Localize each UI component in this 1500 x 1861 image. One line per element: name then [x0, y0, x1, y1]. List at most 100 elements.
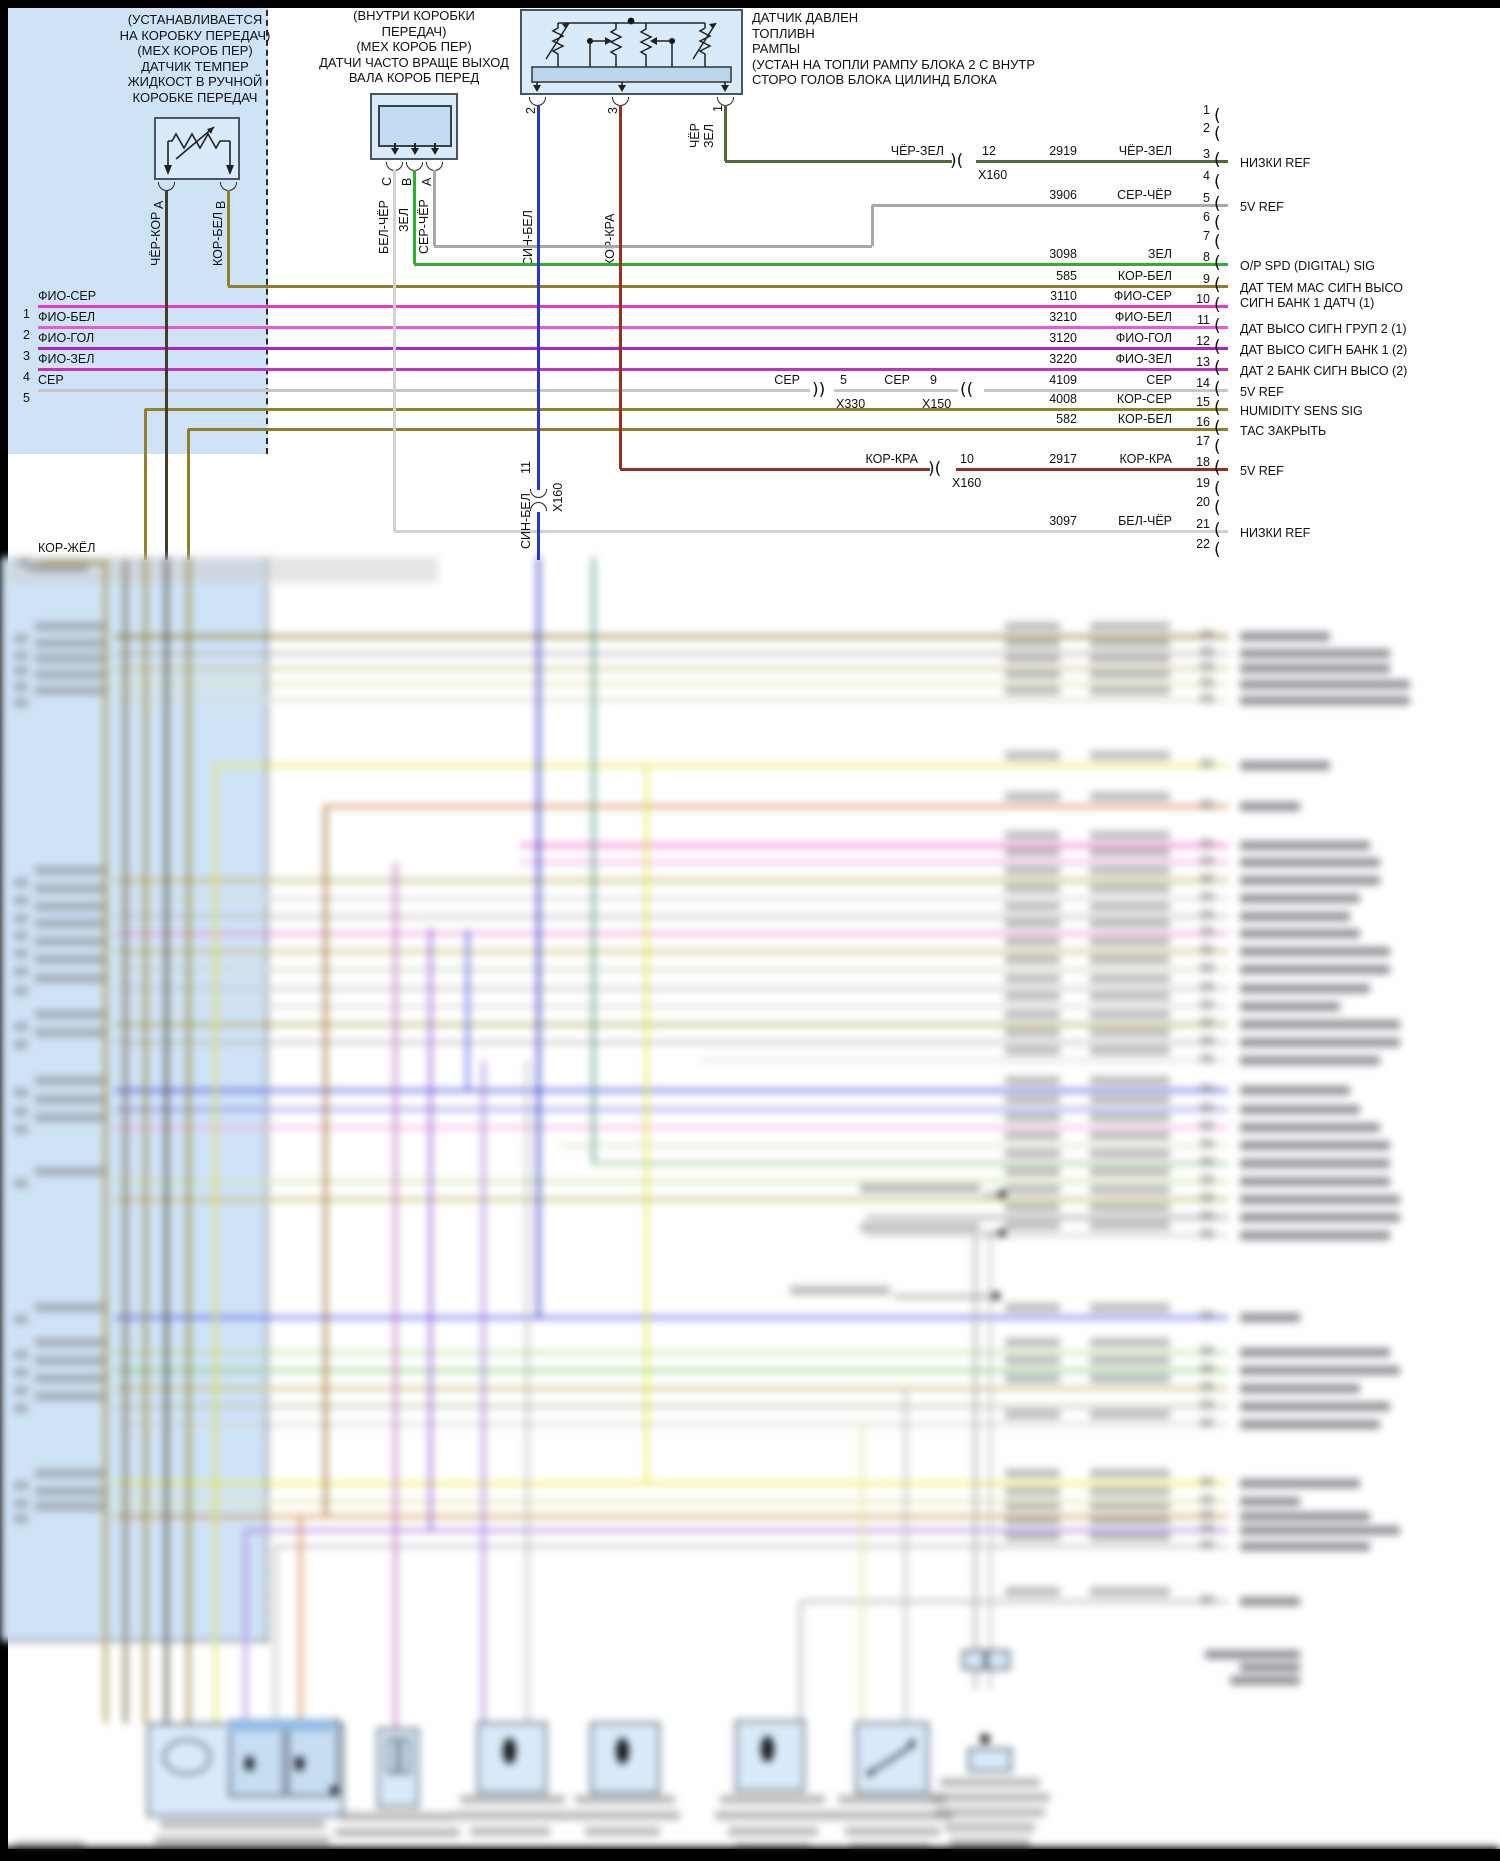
blurred-pin-number: [1200, 892, 1214, 901]
wire-segment: [115, 950, 1228, 953]
pcm-pin-number: 2: [1203, 121, 1210, 135]
blurred-pin-number: [1200, 1018, 1214, 1027]
blurred-circuit-number: [1005, 654, 1060, 663]
blurred-pin-number: [14, 1022, 28, 1031]
blurred-wire-color: [1090, 1532, 1170, 1541]
blurred-pin-number: [1200, 1121, 1214, 1130]
blurred-pin-number: [14, 896, 28, 905]
blurred-pin-number: [14, 698, 28, 707]
blurred-pin-label: [1240, 1141, 1390, 1150]
blurred-pin-label: [1240, 1384, 1360, 1393]
wire-segment: [414, 263, 1228, 266]
wire-color-label: КОР-КРА: [1119, 452, 1172, 466]
pcm-pin-number: 20: [1196, 495, 1210, 509]
circuit-number: 582: [1056, 412, 1077, 426]
wire-segment: [38, 561, 105, 564]
blurred-pin-number: [14, 1404, 28, 1413]
switch-lever-icon: [868, 1744, 914, 1775]
circuit-number: 3110: [1050, 289, 1077, 303]
wire-segment: [984, 389, 1228, 392]
blurred-pin-number: [14, 949, 28, 958]
pin-socket-icon: (: [1214, 498, 1221, 518]
pcm-pin-number: 5: [1203, 191, 1210, 205]
blurred-wire-color: [1090, 937, 1170, 946]
connector-pin-number: 9: [930, 373, 937, 387]
component-label-line: (ВНУТРИ КОРОБКИ: [353, 8, 475, 23]
wire-color-label: КОР-БЕЛ: [1117, 412, 1172, 426]
circuit-number: 585: [1056, 269, 1077, 283]
wire-segment: [645, 765, 648, 1483]
wire-segment: [537, 105, 540, 490]
blurred-pin-number: [1200, 963, 1214, 972]
wire-segment: [115, 1482, 1228, 1485]
wire-segment: [275, 1545, 1228, 1548]
input-pin-number: 2: [23, 328, 30, 342]
blurred-wire-color: [1090, 902, 1170, 911]
blurred-circuit-number: [1005, 1010, 1060, 1019]
pcm-pin-number: 6: [1203, 210, 1210, 224]
blurred-pin-number: [14, 651, 28, 660]
wire-color-label: СЕР-ЧЁР: [417, 199, 431, 254]
blurred-wire-color: [1090, 1487, 1170, 1496]
blurred-wire-label: [35, 1502, 107, 1511]
blurred-pin-number: [1200, 1382, 1214, 1391]
wire-segment: [526, 1060, 529, 1722]
input-pin-number: 3: [23, 349, 30, 363]
component-label-line: ЖИДКОСТ В РУЧНОЙ: [127, 74, 263, 89]
pin-socket-icon: (: [1214, 540, 1221, 560]
speed-sensor-box: [370, 93, 458, 160]
wire-color-label: СЕР: [38, 373, 64, 387]
blurred-pin-label: [1240, 1195, 1400, 1204]
wire-color-label: ФИО-ГОЛ: [38, 331, 95, 345]
blurred-wire-color: [1090, 686, 1170, 695]
blurred-component-label: [585, 1827, 660, 1836]
wire-segment: [725, 160, 952, 163]
pin-socket-icon: (: [1214, 253, 1221, 273]
element-icon: [387, 1738, 398, 1774]
pcm-pin-label: НИЗКИ REF: [1240, 526, 1311, 540]
input-pin-number: 5: [23, 391, 30, 405]
wire-color-label: ЗЕЛ: [1147, 247, 1172, 261]
wire-segment: [187, 429, 190, 560]
blurred-pin-number: [1200, 1364, 1214, 1373]
wire-segment: [984, 1193, 1000, 1196]
pin-socket-icon: (: [1214, 458, 1221, 478]
pcm-pin-number: 18: [1196, 455, 1210, 469]
blurred-wire-label: [35, 937, 107, 946]
wire-segment: [592, 557, 595, 1163]
blurred-component-label: [455, 1811, 570, 1820]
junction-dot-icon: [330, 1786, 338, 1794]
blurred-wire-color: [1090, 1131, 1170, 1140]
blurred-splice-label: [860, 1184, 980, 1193]
blurred-pcm-name: [1230, 1676, 1300, 1685]
inline-connector-name: X160: [952, 476, 982, 490]
blurred-wire-label: [35, 1487, 107, 1496]
wire-segment: [834, 389, 958, 392]
pcm-pin-label: 5V REF: [1240, 464, 1284, 478]
inline-connector-name: X330: [836, 397, 866, 411]
wire-segment: [38, 347, 1228, 350]
pin-lead: [434, 143, 436, 149]
variable-resistor-symbol: [164, 126, 234, 175]
temp-sensor-box: [154, 117, 240, 180]
pcm-pin-label: HUMIDITY SENS SIG: [1240, 404, 1363, 418]
wire-segment: [482, 1060, 485, 1722]
blurred-pin-number: [1200, 1477, 1214, 1486]
wire-color-label: ФИО-ЗЕЛ: [38, 352, 95, 366]
blurred-pin-number: [14, 634, 28, 643]
blurred-pin-label: [1240, 1020, 1400, 1029]
blurred-pin-label: [1240, 929, 1360, 938]
blurred-circuit-number: [1005, 639, 1060, 648]
blurred-pin-label: [1240, 1231, 1390, 1240]
blurred-component-label: [940, 1778, 1040, 1787]
wire-segment: [115, 1108, 1228, 1111]
wire-segment: [984, 1232, 1000, 1235]
contact-icon: [295, 1757, 304, 1770]
page-border-bottom-blur: [0, 1847, 1500, 1861]
wire-segment: [413, 170, 416, 264]
blurred-pin-number: [14, 1499, 28, 1508]
blurred-pin-label: [1240, 1038, 1400, 1047]
wire-segment: [394, 530, 1228, 533]
pcm-pin-number: 12: [1196, 334, 1210, 348]
blurred-pin-number: [14, 1040, 28, 1049]
